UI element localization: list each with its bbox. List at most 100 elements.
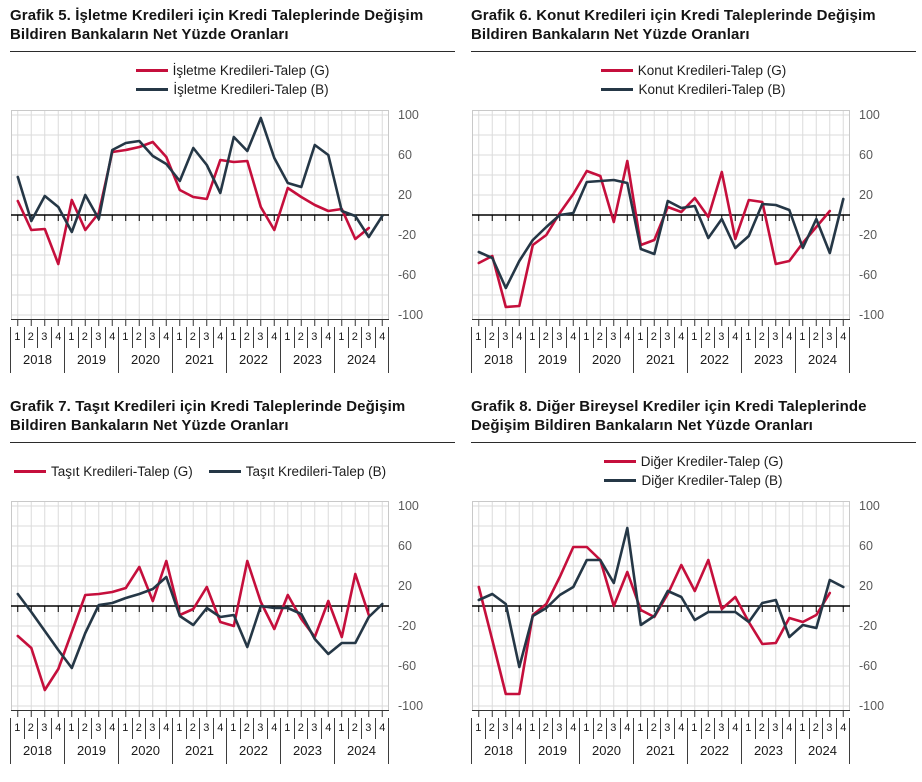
series-line-b: [477, 526, 845, 669]
quarter-label: 1: [281, 327, 295, 348]
year-block: 1 2 3 4 2024: [335, 718, 389, 764]
quarter-label: 4: [516, 722, 523, 734]
quarter-label: 1: [634, 327, 648, 348]
panel-grafik-5: Grafik 5. İşletme Kredileri için Kredi T…: [0, 0, 461, 391]
quarter-label: 3: [661, 327, 675, 348]
year-block: 1 2 3 4 2023: [742, 327, 796, 373]
quarter-label: 2: [594, 718, 607, 739]
legend-item-g: İşletme Kredileri-Talep (G): [135, 63, 329, 78]
series-line-g: [16, 140, 371, 266]
year-block: 1 2 3 4 2020: [580, 327, 634, 373]
quarter-label: 1: [119, 327, 133, 348]
year-block: 1 2 3 4 2022: [227, 718, 281, 764]
y-axis-label: -100: [398, 308, 424, 322]
quarter-label: 2: [187, 327, 200, 348]
quarter-label: 4: [55, 331, 62, 343]
quarter-label: 1: [526, 327, 540, 348]
quarter-label: 2: [540, 327, 553, 348]
quarter-label: 3: [553, 718, 567, 739]
quarter-label: 1: [688, 718, 702, 739]
year-label: 2019: [77, 352, 106, 367]
quarter-label: 4: [570, 722, 577, 734]
legend-swatch-b: [208, 469, 241, 473]
year-label: 2021: [646, 352, 675, 367]
quarter-label: 2: [187, 718, 200, 739]
quarter-label: 3: [499, 718, 513, 739]
year-label: 2020: [592, 743, 621, 758]
year-label: 2024: [808, 352, 837, 367]
quarter-label: 3: [553, 327, 567, 348]
quarter-label: 3: [254, 327, 268, 348]
quarter-label: 3: [146, 327, 160, 348]
quarter-label: 1: [119, 718, 133, 739]
legend-swatch-b: [601, 88, 634, 91]
year-label: 2023: [293, 743, 322, 758]
y-axis-label: 20: [398, 579, 412, 593]
y-axis-label: -20: [859, 228, 878, 242]
quarter-label: 4: [678, 331, 685, 343]
quarter-label: 1: [796, 718, 810, 739]
quarter-label: 2: [648, 718, 661, 739]
x-axis: 1 2 3 4 2018 1 2 3 4 2019 1 2 3 4 2020 1 2 3 4 2021 1 2 3 4 2022…: [471, 327, 851, 373]
quarter-label: 4: [379, 722, 386, 734]
quarter-label: 1: [65, 718, 79, 739]
year-block: 1 2 3 4 2023: [742, 718, 796, 764]
year-block: 1 2 3 4 2018: [472, 718, 526, 764]
year-label: 2024: [347, 743, 376, 758]
year-label: 2024: [347, 352, 376, 367]
quarter-label: 3: [38, 327, 52, 348]
quarter-label: 2: [79, 327, 92, 348]
legend-label: Diğer Krediler-Talep (G): [640, 454, 784, 469]
year-block: 1 2 3 4 2021: [173, 718, 227, 764]
quarter-label: 3: [607, 718, 621, 739]
y-axis-label: 20: [859, 579, 873, 593]
year-block: 1 2 3 4 2024: [796, 718, 850, 764]
quarter-label: 4: [786, 722, 793, 734]
year-block: 1 2 3 4 2024: [796, 327, 850, 373]
panel-grafik-8: Grafik 8. Diğer Bireysel Krediler için K…: [461, 391, 922, 782]
quarter-label: 2: [540, 718, 553, 739]
year-label: 2021: [185, 352, 214, 367]
quarter-label: 4: [217, 722, 224, 734]
quarter-label: 1: [472, 718, 486, 739]
year-label: 2022: [239, 352, 268, 367]
quarter-label: 4: [109, 331, 116, 343]
year-block: 1 2 3 4 2021: [173, 327, 227, 373]
legend-label: Taşıt Kredileri-Talep (B): [245, 463, 387, 479]
x-axis: 1 2 3 4 2018 1 2 3 4 2019 1 2 3 4 2020 1 2 3 4 2021 1 2 3 4 2022…: [10, 718, 390, 764]
y-axis-label: 60: [398, 539, 412, 553]
plot-area: 100 60 20 -20 -60 -100: [471, 108, 914, 327]
quarter-label: 3: [254, 718, 268, 739]
y-axis-label: 100: [859, 108, 880, 122]
y-axis-label: -20: [398, 619, 417, 633]
line-chart-svg: [11, 110, 389, 326]
quarter-label: 4: [163, 331, 170, 343]
legend-label: Diğer Krediler-Talep (B): [641, 473, 783, 488]
quarter-label: 3: [715, 718, 729, 739]
quarter-label: 1: [526, 718, 540, 739]
quarter-label: 4: [271, 722, 278, 734]
quarter-label: 1: [173, 327, 187, 348]
chart-legend: Konut Kredileri-Talep (G) Konut Kredileri…: [471, 52, 916, 108]
year-block: 1 2 3 4 2019: [526, 327, 580, 373]
year-label: 2023: [754, 352, 783, 367]
quarter-label: 4: [786, 331, 793, 343]
quarter-label: 3: [308, 327, 322, 348]
quarter-label: 2: [25, 327, 38, 348]
legend-label: Konut Kredileri-Talep (G): [637, 63, 787, 78]
legend-item-b: Diğer Krediler-Talep (B): [604, 473, 783, 488]
year-block: 1 2 3 4 2020: [580, 718, 634, 764]
quarter-label: 2: [756, 327, 769, 348]
quarter-label: 4: [163, 722, 170, 734]
legend-swatch-g: [14, 469, 46, 473]
panel-grafik-6: Grafik 6. Konut Kredileri için Kredi Tal…: [461, 0, 922, 391]
y-axis-label: 100: [398, 499, 419, 513]
